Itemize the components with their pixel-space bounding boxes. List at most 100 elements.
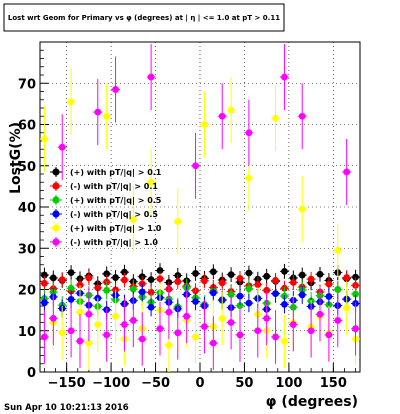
legend-label-2: (+) with pT/|q| > 0.5 — [70, 196, 162, 205]
data-point — [343, 304, 351, 312]
data-point — [245, 299, 253, 307]
data-point — [41, 279, 48, 287]
legend-marker-4 — [52, 224, 60, 232]
legend-label-0: (+) with pT/|q| > 0.1 — [70, 168, 162, 177]
data-point — [209, 268, 217, 276]
data-point — [103, 286, 111, 294]
data-point — [325, 331, 333, 339]
legend-marker-5 — [52, 238, 60, 246]
data-point — [281, 73, 288, 81]
data-point — [307, 275, 315, 283]
data-point — [58, 276, 66, 283]
data-point — [289, 321, 297, 328]
data-point — [325, 280, 333, 288]
data-point — [94, 321, 102, 328]
data-point — [147, 178, 155, 186]
data-point — [147, 276, 155, 283]
title-box — [3, 3, 285, 32]
data-point — [343, 274, 351, 281]
y-tick-label: 30 — [18, 242, 36, 257]
data-point — [112, 86, 119, 93]
data-point — [147, 288, 155, 296]
data-point — [41, 271, 48, 279]
data-point — [298, 205, 306, 213]
data-point — [67, 98, 75, 106]
data-point — [41, 333, 48, 341]
data-point — [129, 215, 137, 223]
data-point — [156, 325, 164, 333]
data-point — [236, 302, 244, 309]
data-point — [156, 275, 164, 283]
grid-lines — [40, 42, 360, 372]
data-point — [236, 331, 244, 339]
legend-label-5: (-) with pT/|q| > 1.0 — [70, 238, 158, 247]
data-point — [352, 290, 359, 298]
data-point — [147, 303, 155, 311]
data-point — [41, 299, 48, 307]
data-point — [227, 291, 235, 298]
data-point — [245, 285, 253, 293]
legend-marker-1 — [52, 182, 60, 190]
data-point — [174, 329, 182, 337]
series-5 — [39, 44, 361, 370]
data-point — [76, 337, 84, 345]
series-2 — [39, 278, 361, 317]
data-point — [165, 341, 173, 349]
data-point — [58, 329, 66, 337]
timestamp: Sun Apr 10 10:21:13 2016 — [4, 403, 129, 413]
data-point — [316, 310, 324, 318]
data-point — [165, 308, 173, 316]
data-point — [103, 270, 111, 278]
data-point — [263, 272, 271, 280]
data-point — [281, 300, 288, 308]
data-point — [254, 327, 262, 335]
chart-title: Lost wrt Geom for Primary vs φ (degrees)… — [8, 14, 280, 23]
data-point — [263, 314, 271, 322]
data-point — [174, 278, 182, 286]
data-point — [298, 112, 306, 120]
data-point — [218, 112, 226, 120]
data-point — [85, 274, 93, 282]
data-point — [289, 279, 297, 286]
data-point — [201, 277, 208, 285]
data-point — [227, 271, 235, 279]
data-point — [316, 270, 324, 278]
data-point — [352, 325, 359, 333]
data-point — [85, 310, 93, 318]
data-point — [245, 269, 253, 277]
data-point — [138, 335, 146, 343]
data-point — [192, 270, 199, 277]
data-point — [227, 106, 235, 114]
data-point — [334, 286, 342, 293]
data-point — [272, 277, 279, 284]
data-point — [147, 73, 155, 81]
legend-marker-2 — [52, 196, 60, 204]
data-point — [263, 286, 271, 294]
x-axis-title: φ (degrees) — [266, 394, 358, 410]
data-point — [298, 291, 306, 299]
data-point — [192, 298, 199, 305]
data-point — [67, 327, 75, 335]
data-point — [209, 339, 217, 347]
data-point — [352, 273, 359, 281]
legend-marker-0 — [52, 168, 60, 176]
data-point — [67, 296, 75, 303]
data-point — [103, 112, 111, 120]
data-point — [49, 274, 57, 282]
data-point — [201, 323, 208, 331]
data-point — [281, 337, 288, 345]
y-tick-label: 40 — [18, 201, 36, 216]
data-point — [334, 317, 342, 324]
data-point — [67, 269, 75, 276]
data-point — [94, 108, 102, 116]
data-point — [209, 289, 217, 297]
data-point — [85, 339, 93, 347]
y-axis-title: LostG(%) — [8, 122, 24, 194]
data-point — [272, 290, 279, 298]
x-tick-label: −100 — [92, 376, 130, 391]
data-point — [218, 279, 226, 287]
data-point — [272, 114, 279, 122]
data-point — [138, 288, 146, 296]
data-point — [156, 267, 164, 274]
